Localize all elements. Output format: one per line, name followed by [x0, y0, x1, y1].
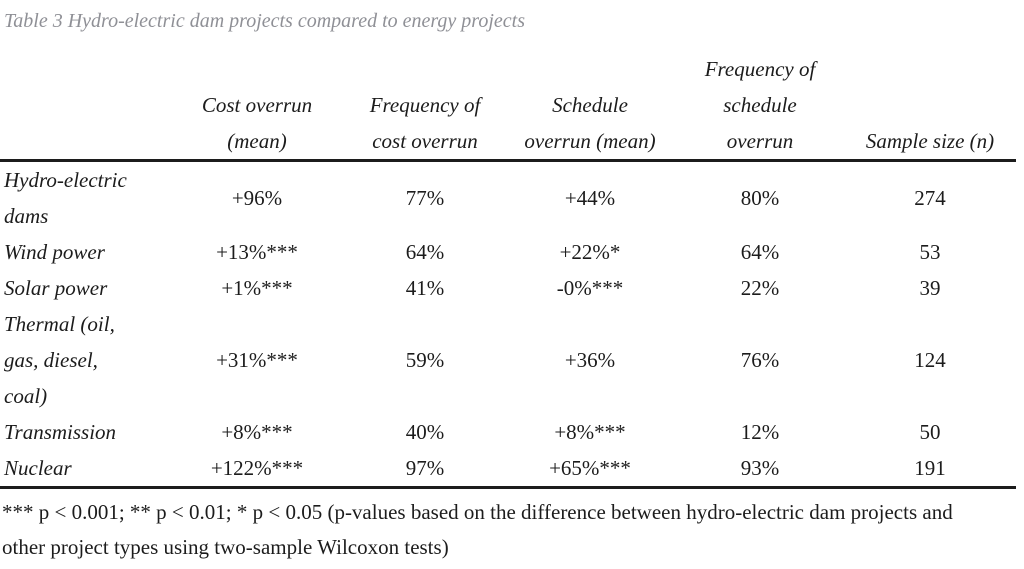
column-header-schedule-overrun-mean: Schedule overrun (mean) [504, 51, 676, 162]
row-label: Transmission [4, 420, 117, 444]
cell-frequency-schedule-overrun: 22% [740, 276, 780, 300]
cell-sample-size: 191 [844, 450, 1016, 489]
cell-frequency-cost-overrun: 41% [405, 276, 445, 300]
cell-frequency-cost-overrun: 77% [405, 186, 445, 210]
table-row-transmission: Transmission +8%*** 40% +8%*** 12% 50 [0, 414, 1016, 450]
significance-footnote: *** p < 0.001; ** p < 0.01; * p < 0.05 (… [2, 500, 953, 559]
row-label: Hydro-electric dams [4, 168, 127, 228]
cell-frequency-schedule-overrun: 64% [740, 240, 780, 264]
cell-frequency-schedule-overrun: 12% [740, 420, 780, 444]
cell-frequency-cost-overrun: 64% [405, 240, 445, 264]
row-label: Wind power [4, 240, 105, 264]
column-header-cost-overrun-mean: Cost overrun (mean) [168, 51, 346, 162]
table-row-nuclear: Nuclear +122%*** 97% +65%*** 93% 191 [0, 450, 1016, 489]
column-header-empty [0, 51, 168, 162]
table-row-thermal: Thermal (oil, gas, diesel, coal) +31%***… [0, 306, 1016, 414]
cell-sample-size: 53 [919, 240, 941, 264]
cell-frequency-schedule-overrun: 80% [740, 186, 780, 210]
table-row-hydro-electric-dams: Hydro-electric dams +96% 77% +44% 80% 27… [0, 161, 1016, 235]
cell-cost-overrun-mean: +13%*** [216, 240, 298, 264]
table-row-wind-power: Wind power +13%*** 64% +22%* 64% 53 [0, 234, 1016, 270]
cell-sample-size: 39 [919, 276, 941, 300]
cell-sample-size: 274 [914, 186, 946, 210]
cell-cost-overrun-mean: +31%*** [216, 348, 298, 372]
cell-schedule-overrun-mean: +22%* [559, 240, 621, 264]
cell-frequency-schedule-overrun: 93% [676, 450, 844, 489]
cell-sample-size: 50 [919, 420, 941, 444]
column-header-sample-size: Sample size (n) [844, 51, 1016, 162]
cell-cost-overrun-mean: +122%*** [168, 450, 346, 489]
cell-cost-overrun-mean: +96% [231, 186, 283, 210]
table-row-solar-power: Solar power +1%*** 41% -0%*** 22% 39 [0, 270, 1016, 306]
row-label: Nuclear [0, 450, 168, 489]
row-label: Solar power [4, 276, 108, 300]
results-table: Cost overrun (mean) Frequency of cost ov… [0, 51, 1016, 489]
cell-schedule-overrun-mean: -0%*** [556, 276, 624, 300]
cell-cost-overrun-mean: +8%*** [221, 420, 293, 444]
cell-schedule-overrun-mean: +36% [564, 348, 616, 372]
table-caption: Table 3 Hydro-electric dam projects comp… [4, 10, 525, 32]
cell-frequency-schedule-overrun: 76% [740, 348, 780, 372]
cell-schedule-overrun-mean: +65%*** [504, 450, 676, 489]
cell-frequency-cost-overrun: 97% [346, 450, 504, 489]
cell-frequency-cost-overrun: 40% [405, 420, 445, 444]
header-row: Cost overrun (mean) Frequency of cost ov… [0, 51, 1016, 162]
cell-schedule-overrun-mean: +8%*** [554, 420, 626, 444]
column-header-frequency-schedule-overrun: Frequency of schedule overrun [676, 51, 844, 162]
column-header-frequency-cost-overrun: Frequency of cost overrun [346, 51, 504, 162]
cell-cost-overrun-mean: +1%*** [221, 276, 293, 300]
cell-frequency-cost-overrun: 59% [405, 348, 445, 372]
cell-schedule-overrun-mean: +44% [564, 186, 616, 210]
row-label: Thermal (oil, gas, diesel, coal) [4, 312, 115, 408]
cell-sample-size: 124 [914, 348, 946, 372]
